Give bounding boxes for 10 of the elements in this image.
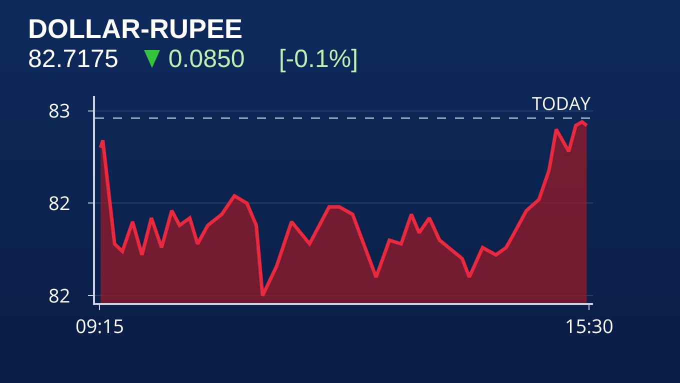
x-tick-label: 09:15 bbox=[75, 312, 124, 339]
y-tick-label: 82 bbox=[48, 190, 70, 216]
text: 82.7175 bbox=[28, 44, 118, 74]
y-tick-label: 83 bbox=[48, 97, 70, 124]
x-tick-label: 15:30 bbox=[564, 312, 614, 339]
chart-title: DOLLAR-RUPEE bbox=[28, 14, 244, 44]
y-tick-label: 82 bbox=[48, 282, 70, 308]
text: 0.0850 bbox=[168, 44, 245, 74]
text: [-0.1%] bbox=[278, 44, 358, 74]
ref-line-label: TODAY bbox=[532, 92, 592, 116]
